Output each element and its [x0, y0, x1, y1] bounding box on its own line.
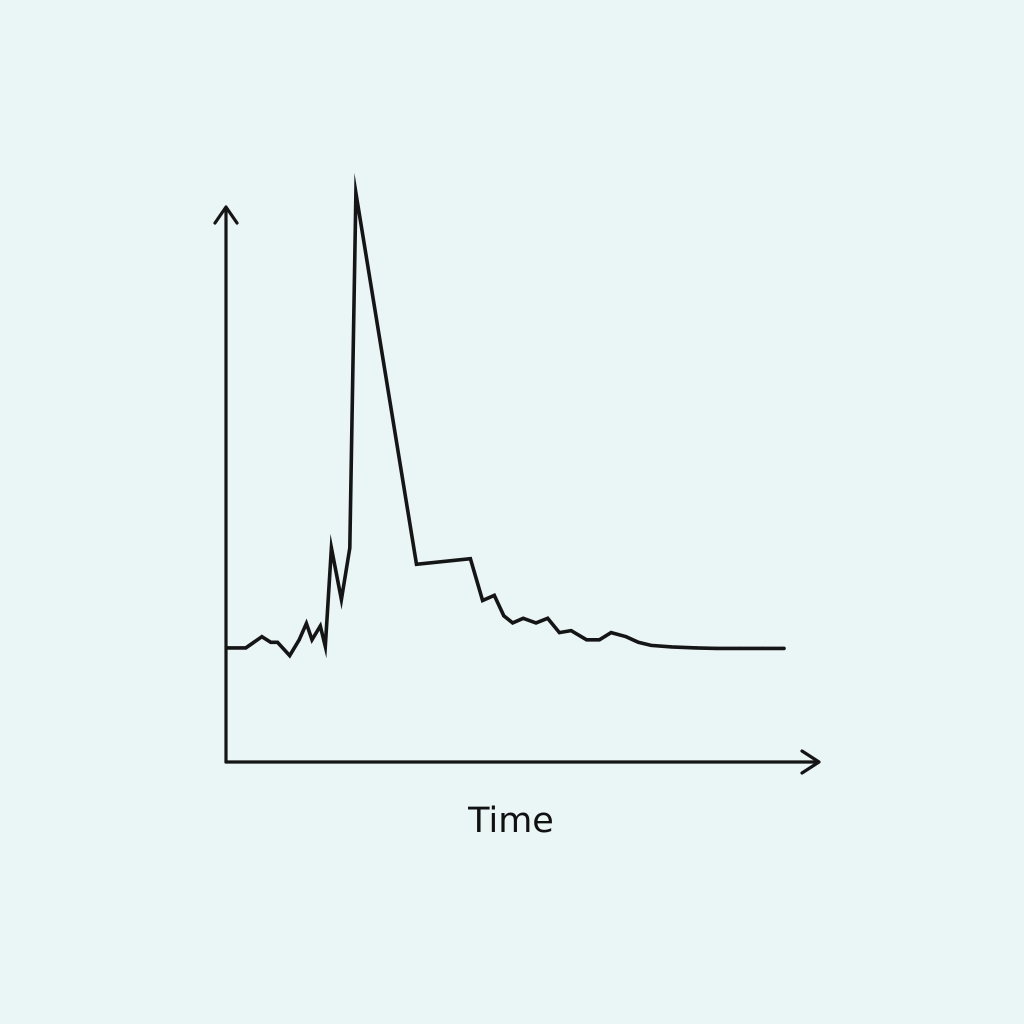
data-point — [761, 646, 765, 651]
data-point — [297, 638, 301, 642]
data-point — [782, 646, 786, 651]
data-point — [226, 646, 230, 650]
data-point — [715, 646, 719, 651]
x-axis-label: Time — [467, 801, 554, 841]
y-axis-arrowhead — [213, 205, 239, 225]
data-point — [546, 616, 550, 620]
data-point — [649, 643, 653, 648]
series-points — [226, 191, 786, 658]
data-point — [694, 646, 698, 650]
data-point — [557, 631, 562, 635]
data-point — [310, 638, 314, 642]
data-point — [318, 624, 322, 628]
data-point — [670, 645, 674, 649]
data-point — [260, 635, 264, 639]
data-point — [502, 614, 506, 618]
data-point — [329, 546, 333, 550]
data-point — [636, 640, 640, 644]
data-point — [534, 621, 538, 625]
data-point — [585, 638, 589, 642]
data-point — [275, 640, 280, 644]
series-line — [226, 172, 786, 659]
data-point — [323, 644, 327, 649]
data-point — [569, 629, 573, 633]
x-axis-arrowhead — [800, 749, 821, 775]
data-point — [348, 546, 352, 550]
data-point — [414, 562, 419, 566]
data-point — [597, 638, 602, 642]
data-point — [304, 621, 308, 626]
data-point — [354, 191, 358, 195]
data-point — [269, 640, 273, 644]
data-point — [481, 598, 485, 603]
data-point — [511, 621, 515, 625]
data-point — [244, 646, 248, 650]
data-point — [468, 557, 472, 561]
data-point — [492, 593, 496, 598]
data-point — [521, 616, 525, 620]
data-point — [737, 646, 741, 651]
data-point — [288, 654, 292, 658]
data-point — [339, 597, 343, 602]
data-point — [624, 635, 628, 639]
data-point — [609, 631, 613, 635]
